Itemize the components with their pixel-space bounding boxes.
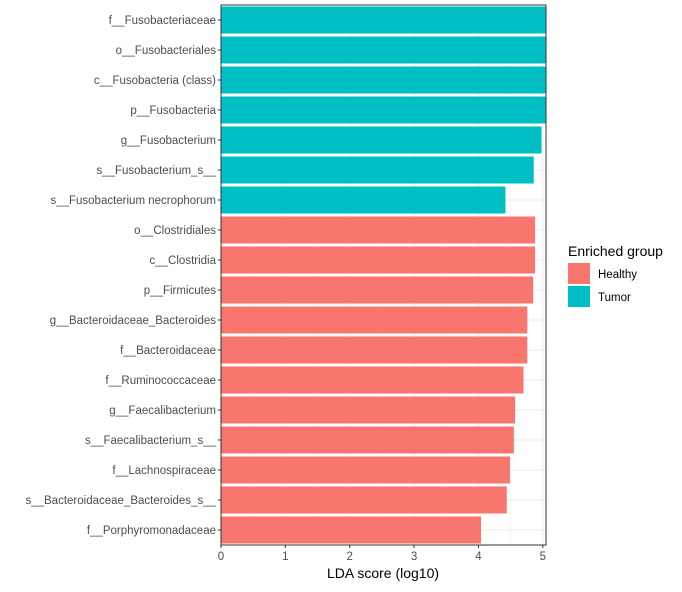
bar [221, 126, 542, 154]
bars [221, 6, 546, 544]
category-label: s__Bacteroidaceae_Bacteroides_s__ [25, 495, 216, 507]
legend-key [568, 263, 590, 284]
category-labels: f__Fusobacteriaceae o__Fusobacteriales c__… [25, 15, 221, 537]
bar [221, 66, 546, 94]
bar [221, 96, 546, 124]
bar [221, 456, 510, 484]
bar [221, 216, 536, 244]
plot-border [220, 4, 547, 546]
bar [221, 246, 536, 274]
category-label: s__Fusobacterium_s__ [96, 165, 216, 177]
category-label: g__Bacteroidaceae_Bacteroides [50, 315, 216, 327]
bar [221, 336, 528, 364]
legend-label: Healthy [598, 269, 637, 281]
category-label: c__Clostridia [150, 255, 217, 267]
x-tick-label: 4 [475, 551, 482, 563]
x-tick-label: 1 [282, 551, 288, 563]
category-label: f__Fusobacteriaceae [109, 15, 216, 27]
bar [221, 156, 534, 184]
category-label: f__Ruminococcaceae [105, 375, 216, 387]
category-label: g__Faecalibacterium [109, 405, 216, 417]
x-tick-label: 0 [218, 551, 224, 563]
x-axis-title: LDA score (log10) [327, 565, 439, 581]
category-label: c__Fusobacteria (class) [94, 75, 216, 87]
x-axis-ticks: 0 1 2 3 4 5 [218, 545, 546, 563]
category-label: f__Bacteroidaceae [120, 345, 216, 357]
x-tick-label: 5 [540, 551, 546, 563]
bar [221, 366, 524, 394]
category-label: s__Fusobacterium necrophorum [50, 195, 216, 207]
plot-background [221, 5, 546, 545]
bar [221, 6, 546, 34]
x-tick-label: 2 [347, 551, 353, 563]
legend-title: Enriched group [568, 243, 663, 259]
category-label: p__Firmicutes [144, 285, 216, 297]
bar [221, 276, 534, 304]
category-label: f__Porphyromonadaceae [87, 525, 216, 537]
category-label: f__Lachnospiraceae [112, 465, 216, 477]
bar [221, 486, 507, 514]
category-label: o__Clostridiales [134, 225, 216, 237]
bar [221, 306, 528, 334]
category-label: o__Fusobacteriales [116, 45, 217, 57]
bar [221, 516, 481, 544]
bar [221, 186, 506, 214]
category-label: g__Fusobacterium [121, 135, 216, 147]
legend-key [568, 286, 590, 307]
legend-label: Tumor [598, 292, 631, 304]
legend: Enriched group Healthy Tumor [568, 243, 663, 307]
x-tick-label: 3 [411, 551, 417, 563]
bar [221, 426, 514, 454]
bar [221, 396, 516, 424]
category-label: s__Faecalibacterium_s__ [85, 435, 217, 447]
bar [221, 36, 546, 64]
category-label: p__Fusobacteria [130, 105, 216, 117]
